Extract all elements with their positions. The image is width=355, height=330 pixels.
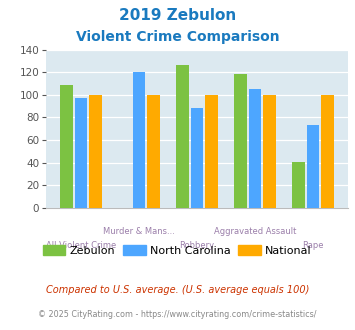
Text: Violent Crime Comparison: Violent Crime Comparison xyxy=(76,30,279,44)
Bar xyxy=(133,72,146,208)
Bar xyxy=(307,125,320,208)
Text: Compared to U.S. average. (U.S. average equals 100): Compared to U.S. average. (U.S. average … xyxy=(46,285,309,295)
Bar xyxy=(191,108,203,208)
Bar xyxy=(205,95,218,208)
Text: Robbery: Robbery xyxy=(180,241,214,250)
Bar xyxy=(234,74,247,208)
Text: © 2025 CityRating.com - https://www.cityrating.com/crime-statistics/: © 2025 CityRating.com - https://www.city… xyxy=(38,310,317,319)
Bar xyxy=(292,161,305,208)
Bar xyxy=(89,95,102,208)
Bar xyxy=(147,95,160,208)
Text: 2019 Zebulon: 2019 Zebulon xyxy=(119,8,236,23)
Legend: Zebulon, North Carolina, National: Zebulon, North Carolina, National xyxy=(39,240,316,260)
Bar xyxy=(321,95,334,208)
Bar xyxy=(248,89,261,208)
Text: Murder & Mans...: Murder & Mans... xyxy=(103,227,175,236)
Text: All Violent Crime: All Violent Crime xyxy=(46,241,116,250)
Bar xyxy=(75,98,87,208)
Bar xyxy=(60,84,73,208)
Text: Rape: Rape xyxy=(302,241,324,250)
Text: Aggravated Assault: Aggravated Assault xyxy=(214,227,296,236)
Bar xyxy=(176,65,189,208)
Bar xyxy=(263,95,276,208)
